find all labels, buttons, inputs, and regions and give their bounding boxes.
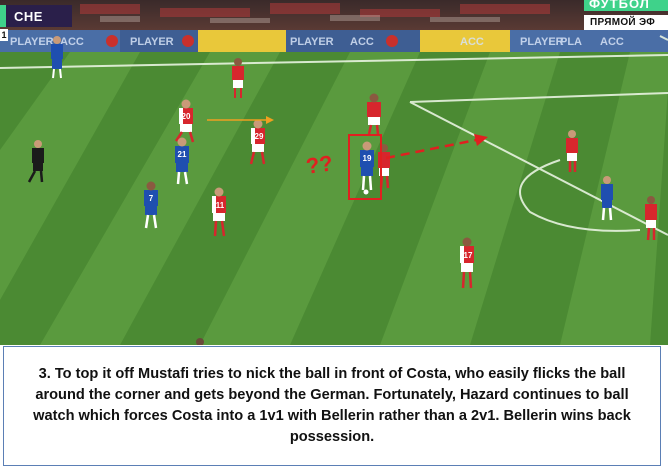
ad-board-text: ACC: [350, 36, 374, 48]
shirt-number: 21: [178, 150, 187, 159]
player-head: [196, 338, 204, 345]
player-arsenal-20: 20: [174, 99, 195, 143]
ad-board-text: PLAYER: [130, 36, 174, 48]
player-chelsea: [601, 176, 613, 221]
pass-arrow-head: [266, 116, 274, 124]
channel-logo-text: ФУТБОЛ: [589, 0, 650, 11]
team-abbreviation: CHE: [14, 8, 43, 24]
player-arsenal-29: 29: [249, 119, 266, 165]
shirt-number: 29: [255, 132, 264, 141]
player-arsenal: [232, 58, 244, 98]
football-pitch-scene: PLAYER ACC PLAYER PLAYER ACC ACC PLAYER …: [0, 0, 668, 345]
pitch-markings: [0, 35, 668, 236]
period-marker: 1: [0, 29, 8, 41]
highlight-box: [348, 134, 382, 200]
team-color-swatch: [0, 5, 6, 27]
player-chelsea-7: 7: [144, 181, 158, 229]
pitch-illustration: PLAYER ACC PLAYER PLAYER ACC ACC PLAYER …: [0, 0, 668, 345]
player-referee: [27, 140, 44, 183]
ad-board-text: ACC: [600, 36, 624, 48]
live-badge: ПРЯМОЙ ЭФ: [584, 15, 668, 30]
ad-board-text: ACC: [60, 36, 84, 48]
player-arsenal-11: 11: [212, 187, 226, 237]
shirt-number: 11: [216, 201, 225, 210]
ad-board-text: PLAYER: [520, 36, 564, 48]
player-chelsea-21: 21: [175, 137, 189, 185]
players: 20 21: [27, 36, 657, 345]
player-arsenal: [566, 130, 578, 172]
player-arsenal: [645, 196, 657, 241]
ad-board-text: ACC: [460, 36, 484, 48]
annotations: ??: [207, 116, 488, 200]
player-chelsea: [51, 36, 63, 79]
club-crest-icon: [106, 35, 118, 47]
ad-board-text: PLAYER: [10, 36, 54, 48]
player-arsenal: [367, 93, 381, 135]
score-badge: CHE: [0, 5, 72, 27]
club-crest-icon: [182, 35, 194, 47]
shirt-number: 19: [363, 154, 372, 163]
shirt-number: 17: [464, 251, 473, 260]
player-arsenal-17: 17: [460, 237, 474, 289]
shirt-number: 20: [182, 112, 191, 121]
shirt-number: 7: [149, 194, 154, 203]
question-marks: ??: [304, 150, 334, 178]
ad-board-text: PLAYER: [290, 36, 334, 48]
channel-logo: ФУТБОЛ: [584, 0, 668, 11]
ad-board-text: PLA: [560, 36, 582, 48]
ball: [363, 189, 369, 195]
player-chelsea-19: 19: [360, 141, 374, 191]
run-arrow-head: [474, 134, 488, 146]
caption-box: 3. To top it off Mustafi tries to nick t…: [3, 346, 661, 466]
run-arrow: [385, 138, 477, 160]
club-crest-icon: [386, 35, 398, 47]
caption-text: 3. To top it off Mustafi tries to nick t…: [33, 366, 631, 445]
